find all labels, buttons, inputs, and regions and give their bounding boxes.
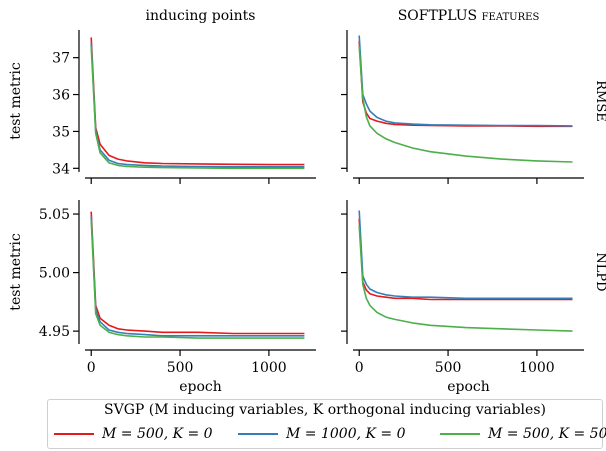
series-line-3 — [358, 225, 573, 332]
legend-entry-1: M = 500, K = 0 — [54, 424, 213, 444]
legend-label-2: M = 1000, K = 0 — [286, 426, 406, 442]
x-tick-label: 0 — [355, 360, 364, 376]
column-title-2: SOFTPLUS features — [398, 8, 540, 24]
y-tick-label: 5.05 — [39, 207, 70, 223]
y-tick-label: 4.95 — [39, 324, 70, 340]
series-line-2 — [90, 216, 305, 337]
series-line-2 — [90, 42, 305, 168]
x-tick-label: 500 — [435, 360, 462, 376]
panel-2-2: 0 500 1000 epoch — [341, 200, 584, 395]
y-tick-label: 35 — [52, 124, 70, 140]
panel-1-2 — [341, 30, 584, 184]
panel-2-1: 4.95 5.00 5.05 0 500 1000 test metric epoch — [8, 200, 316, 395]
x-axis-label: epoch — [179, 379, 222, 395]
series-line-3 — [90, 219, 305, 339]
series-line-1 — [90, 211, 305, 335]
legend-swatch-1 — [54, 433, 94, 435]
legend-label-3: M = 500, K = 500 — [488, 426, 606, 442]
x-axis-label: epoch — [447, 379, 490, 395]
x-tick-label: 1000 — [251, 360, 287, 376]
legend-entry-3: M = 500, K = 500 — [440, 424, 606, 444]
x-tick-label: 500 — [167, 360, 194, 376]
series-line-2 — [358, 210, 573, 300]
legend-title: SVGP (M inducing variables, K orthogonal… — [104, 402, 546, 418]
series-line-2 — [358, 35, 573, 127]
series-line-3 — [358, 46, 573, 163]
legend-entry-2: M = 1000, K = 0 — [238, 424, 406, 444]
legend-swatch-3 — [440, 433, 480, 435]
row-label-rmse: RMSE — [593, 80, 606, 122]
series-line-1 — [90, 37, 305, 166]
x-tick-label: 1000 — [519, 360, 555, 376]
series-line-1 — [358, 218, 573, 301]
legend: SVGP (M inducing variables, K orthogonal… — [47, 399, 606, 449]
figure: inducing points SOFTPLUS features RMSE NLPD… — [8, 8, 606, 395]
legend-swatch-2 — [238, 433, 278, 435]
column-title-1: inducing points — [146, 8, 256, 24]
y-axis-label: test metric — [8, 62, 24, 140]
x-tick-label: 0 — [87, 360, 96, 376]
series-line-1 — [358, 41, 573, 128]
panel-1-1: 34 35 36 37 test metric — [8, 30, 316, 184]
series-line-3 — [90, 46, 305, 170]
y-axis-label: test metric — [8, 233, 24, 311]
row-label-nlpd: NLPD — [593, 252, 606, 291]
y-tick-label: 37 — [52, 51, 70, 67]
legend-label-1: M = 500, K = 0 — [102, 426, 213, 442]
y-tick-label: 34 — [52, 161, 70, 177]
y-tick-label: 36 — [52, 88, 70, 104]
y-tick-label: 5.00 — [39, 266, 70, 282]
